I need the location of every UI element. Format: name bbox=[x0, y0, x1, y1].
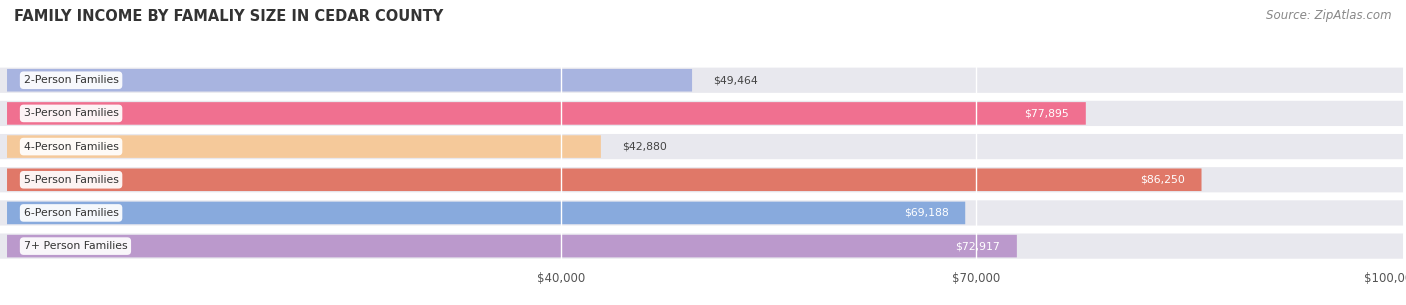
Text: $49,464: $49,464 bbox=[713, 75, 758, 85]
Text: Source: ZipAtlas.com: Source: ZipAtlas.com bbox=[1267, 9, 1392, 22]
FancyBboxPatch shape bbox=[7, 69, 692, 92]
Text: 3-Person Families: 3-Person Families bbox=[24, 108, 118, 118]
Text: $42,880: $42,880 bbox=[621, 142, 666, 152]
Text: $86,250: $86,250 bbox=[1140, 175, 1185, 185]
FancyBboxPatch shape bbox=[7, 235, 1017, 257]
Text: 2-Person Families: 2-Person Families bbox=[24, 75, 118, 85]
Text: FAMILY INCOME BY FAMALIY SIZE IN CEDAR COUNTY: FAMILY INCOME BY FAMALIY SIZE IN CEDAR C… bbox=[14, 9, 443, 24]
Text: $77,895: $77,895 bbox=[1025, 108, 1069, 118]
FancyBboxPatch shape bbox=[0, 101, 1403, 126]
FancyBboxPatch shape bbox=[0, 167, 1403, 192]
FancyBboxPatch shape bbox=[0, 200, 1403, 225]
Text: 6-Person Families: 6-Person Families bbox=[24, 208, 118, 218]
FancyBboxPatch shape bbox=[7, 135, 600, 158]
FancyBboxPatch shape bbox=[0, 134, 1403, 159]
FancyBboxPatch shape bbox=[7, 202, 966, 224]
Text: $72,917: $72,917 bbox=[956, 241, 1000, 251]
FancyBboxPatch shape bbox=[7, 102, 1085, 125]
Text: 4-Person Families: 4-Person Families bbox=[24, 142, 118, 152]
Text: 5-Person Families: 5-Person Families bbox=[24, 175, 118, 185]
FancyBboxPatch shape bbox=[0, 68, 1403, 93]
FancyBboxPatch shape bbox=[0, 234, 1403, 259]
Text: $69,188: $69,188 bbox=[904, 208, 949, 218]
FancyBboxPatch shape bbox=[7, 168, 1202, 191]
Text: 7+ Person Families: 7+ Person Families bbox=[24, 241, 128, 251]
